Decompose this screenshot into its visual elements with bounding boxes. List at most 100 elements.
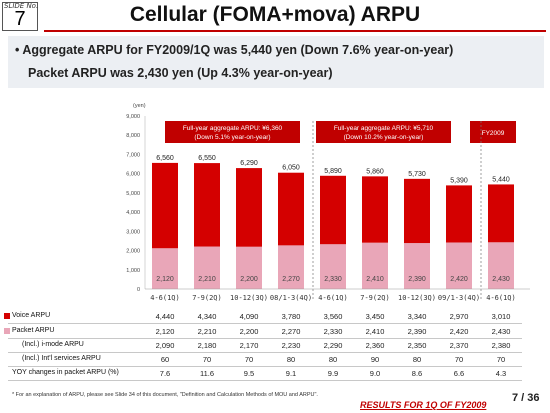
packet-bar <box>320 244 346 289</box>
table-cell: 2,430 <box>491 327 511 336</box>
table-cell: 2,230 <box>281 341 301 350</box>
table-cell: 9.1 <box>285 369 297 378</box>
voice-bar <box>320 175 346 245</box>
x-tick-label: 08/1-3(4Q) <box>270 294 312 302</box>
table-cell: 4,090 <box>239 312 259 321</box>
table-cell: 60 <box>160 355 170 364</box>
table-cell: 2,330 <box>323 327 343 336</box>
table-cell: 3,560 <box>323 312 343 321</box>
table-cell: 2,210 <box>197 327 217 336</box>
table-cell: 2,380 <box>491 341 511 350</box>
table-row-label: Voice ARPU <box>12 312 51 319</box>
headline-line-2: Packet ARPU was 2,430 yen (Up 4.3% year-… <box>28 66 333 80</box>
packet-bar <box>236 246 262 289</box>
total-data-label: 5,440 <box>492 176 510 183</box>
x-tick-label: 7-9(2Q) <box>192 294 222 302</box>
table-cell: 3,780 <box>281 312 301 321</box>
voice-bar <box>362 176 388 243</box>
table-cell: 90 <box>370 355 380 364</box>
table-cell: 3,450 <box>365 312 385 321</box>
packet-bar <box>194 246 220 289</box>
x-tick-label: 4-6(1Q) <box>150 294 180 302</box>
packet-bar <box>404 243 430 289</box>
table-cell: 2,200 <box>239 327 259 336</box>
table-row-divider <box>8 323 522 324</box>
table-cell: 70 <box>244 355 254 364</box>
x-tick-label: 7-9(2Q) <box>360 294 390 302</box>
legend-swatch <box>4 328 10 334</box>
table-cell: 80 <box>286 355 296 364</box>
table-row-label: (Incl.) i-mode ARPU <box>22 341 84 348</box>
table-cell: 9.5 <box>243 369 255 378</box>
packet-data-label: 2,430 <box>492 276 510 283</box>
packet-bar <box>488 242 514 289</box>
table-cell: 2,180 <box>197 341 217 350</box>
table-row-divider <box>8 366 522 367</box>
table-cell: 2,370 <box>449 341 469 350</box>
table-cell: 2,170 <box>239 341 259 350</box>
group-label-2: (Down 5.1% year-on-year) <box>194 134 270 141</box>
headline-panel <box>8 36 544 88</box>
table-cell: 4.3 <box>495 369 507 378</box>
total-data-label: 5,890 <box>324 168 342 175</box>
table-cell: 70 <box>202 355 212 364</box>
title-underline <box>44 30 546 32</box>
y-tick-label: 5,000 <box>126 191 140 197</box>
group-label-1: Full-year aggregate ARPU: ¥5,710 <box>334 125 434 132</box>
x-tick-label: 4-6(1Q) <box>318 294 348 302</box>
table-cell: 2,350 <box>407 341 427 350</box>
packet-data-label: 2,210 <box>198 276 216 283</box>
table-row-divider <box>8 380 522 381</box>
table-cell: 8.6 <box>411 369 423 378</box>
y-axis-label: (yen) <box>133 103 146 109</box>
group-box <box>316 121 451 143</box>
table-cell: 4,440 <box>155 312 175 321</box>
total-data-label: 5,390 <box>450 177 468 184</box>
x-tick-label: 4-6(1Q) <box>486 294 516 302</box>
table-cell: 3,010 <box>491 312 511 321</box>
packet-bar <box>446 242 472 289</box>
table-cell: 9.0 <box>369 369 381 378</box>
table-cell: 2,390 <box>407 327 427 336</box>
y-tick-label: 3,000 <box>126 229 140 235</box>
packet-data-label: 2,200 <box>240 276 258 283</box>
table-row-label: (Incl.) Int'l services ARPU <box>22 355 101 362</box>
voice-bar <box>278 172 304 246</box>
y-tick-label: 9,000 <box>126 114 140 120</box>
y-tick-label: 2,000 <box>126 249 140 255</box>
packet-bar <box>362 242 388 289</box>
packet-data-label: 2,120 <box>156 276 174 283</box>
legend-swatch <box>4 313 10 319</box>
packet-data-label: 2,270 <box>282 276 300 283</box>
page-title: Cellular (FOMA+mova) ARPU <box>129 3 421 26</box>
packet-bar <box>278 245 304 289</box>
y-tick-label: 0 <box>137 287 140 293</box>
y-tick-label: 4,000 <box>126 210 140 216</box>
table-cell: 2,270 <box>281 327 301 336</box>
table-cell: 2,120 <box>155 327 175 336</box>
arpu-bar-chart: (yen) 0 1,000 2,000 3,000 4,000 5,000 6,000 7,00… <box>126 103 530 302</box>
packet-data-label: 2,330 <box>324 276 342 283</box>
table-row-divider <box>8 338 522 339</box>
table-cell: 2,290 <box>323 341 343 350</box>
table-cell: 2,420 <box>449 327 469 336</box>
table-row-divider <box>8 352 522 353</box>
total-data-label: 6,560 <box>156 155 174 162</box>
y-tick-label: 1,000 <box>126 268 140 274</box>
packet-data-label: 2,390 <box>408 276 426 283</box>
group-box <box>470 121 516 143</box>
table-cell: 11.6 <box>199 369 215 378</box>
group-box <box>165 121 300 143</box>
slide-number-box <box>2 2 38 31</box>
table-cell: 70 <box>496 355 506 364</box>
voice-bar <box>488 184 514 243</box>
total-data-label: 5,860 <box>366 168 384 175</box>
headline-line-1: • Aggregate ARPU for FY2009/1Q was 5,440… <box>15 43 454 57</box>
table-cell: 2,970 <box>449 312 469 321</box>
voice-bar <box>194 163 220 247</box>
table-cell: 9.9 <box>327 369 339 378</box>
group-label-1: Full-year aggregate ARPU: ¥6,360 <box>183 125 283 132</box>
table-cell: 80 <box>412 355 422 364</box>
voice-bar <box>446 185 472 243</box>
table-row-label: Packet ARPU <box>12 327 55 334</box>
